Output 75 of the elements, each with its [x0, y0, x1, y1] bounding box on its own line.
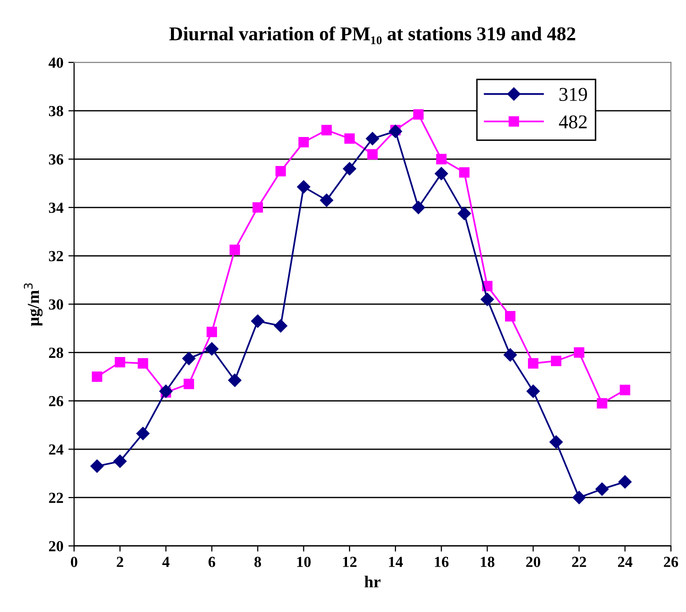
y-tick-label: 36: [48, 154, 64, 165]
y-axis-title: µg/m$^{3}$: [24, 283, 43, 326]
point: [620, 384, 630, 396]
point: [321, 124, 332, 136]
point: [550, 435, 563, 449]
point: [526, 384, 540, 398]
x-tick-label: 4: [162, 556, 170, 567]
point: [366, 132, 380, 146]
point: [412, 200, 425, 214]
point: [136, 426, 150, 440]
point: [182, 352, 196, 366]
x-axis-title: hr: [364, 576, 380, 588]
y-tick-label: 32: [48, 251, 64, 262]
point: [550, 356, 562, 366]
y-tick-label: 30: [48, 299, 64, 310]
x-tick-label: 14: [389, 556, 403, 567]
point: [528, 358, 538, 369]
y-tick-label: 34: [48, 202, 64, 213]
point: [342, 162, 356, 176]
x-tick-label: 0: [70, 556, 78, 568]
point: [504, 348, 517, 362]
point: [320, 194, 334, 207]
point: [480, 292, 494, 306]
point: [572, 490, 586, 504]
x-tick-label: 2: [116, 556, 124, 567]
y-tick-label: 22: [49, 492, 64, 503]
legend-label: 482: [558, 115, 587, 128]
legend-label: 319: [560, 88, 587, 101]
x-tick-label: 10: [297, 556, 311, 568]
point: [436, 154, 447, 164]
point: [275, 166, 286, 176]
y-tick-label: 28: [49, 348, 64, 358]
x-tick-label: 22: [572, 556, 586, 567]
point: [90, 460, 104, 473]
point: [92, 371, 102, 382]
y-tick-label: 26: [49, 396, 64, 406]
point: [344, 133, 355, 144]
x-tick-label: 16: [434, 556, 449, 568]
y-tick-label: 24: [49, 444, 64, 455]
x-tick-label: 24: [618, 556, 632, 567]
x-tick-label: 12: [343, 556, 357, 567]
point: [596, 398, 608, 408]
point: [159, 384, 172, 398]
point: [114, 356, 126, 368]
x-tick-label: 6: [208, 556, 216, 568]
point: [297, 180, 310, 194]
x-tick-label: 8: [254, 556, 262, 568]
point: [228, 374, 242, 387]
point: [459, 167, 470, 178]
point: [206, 326, 218, 338]
point: [138, 358, 148, 369]
point: [251, 314, 264, 328]
point: [184, 378, 194, 390]
point: [113, 454, 127, 468]
x-tick-label: 18: [480, 556, 494, 568]
point: [413, 109, 424, 120]
y-tick-label: 20: [49, 541, 64, 552]
point: [230, 244, 240, 255]
point: [205, 342, 218, 356]
point: [388, 124, 402, 138]
point: [367, 149, 378, 160]
point: [595, 482, 609, 496]
point: [618, 475, 632, 488]
x-tick-label: 20: [526, 556, 540, 568]
point: [274, 319, 288, 333]
point: [434, 167, 448, 180]
point: [298, 136, 309, 148]
chart-title: Diurnal variation of PM₁₀ at stations 319 and 482: [169, 26, 576, 44]
point: [252, 202, 263, 213]
point: [458, 206, 471, 220]
x-tick-label: 26: [664, 556, 678, 568]
y-tick-label: 40: [48, 58, 64, 68]
point: [574, 347, 584, 358]
y-tick-label: 38: [48, 106, 64, 116]
point: [505, 311, 516, 322]
